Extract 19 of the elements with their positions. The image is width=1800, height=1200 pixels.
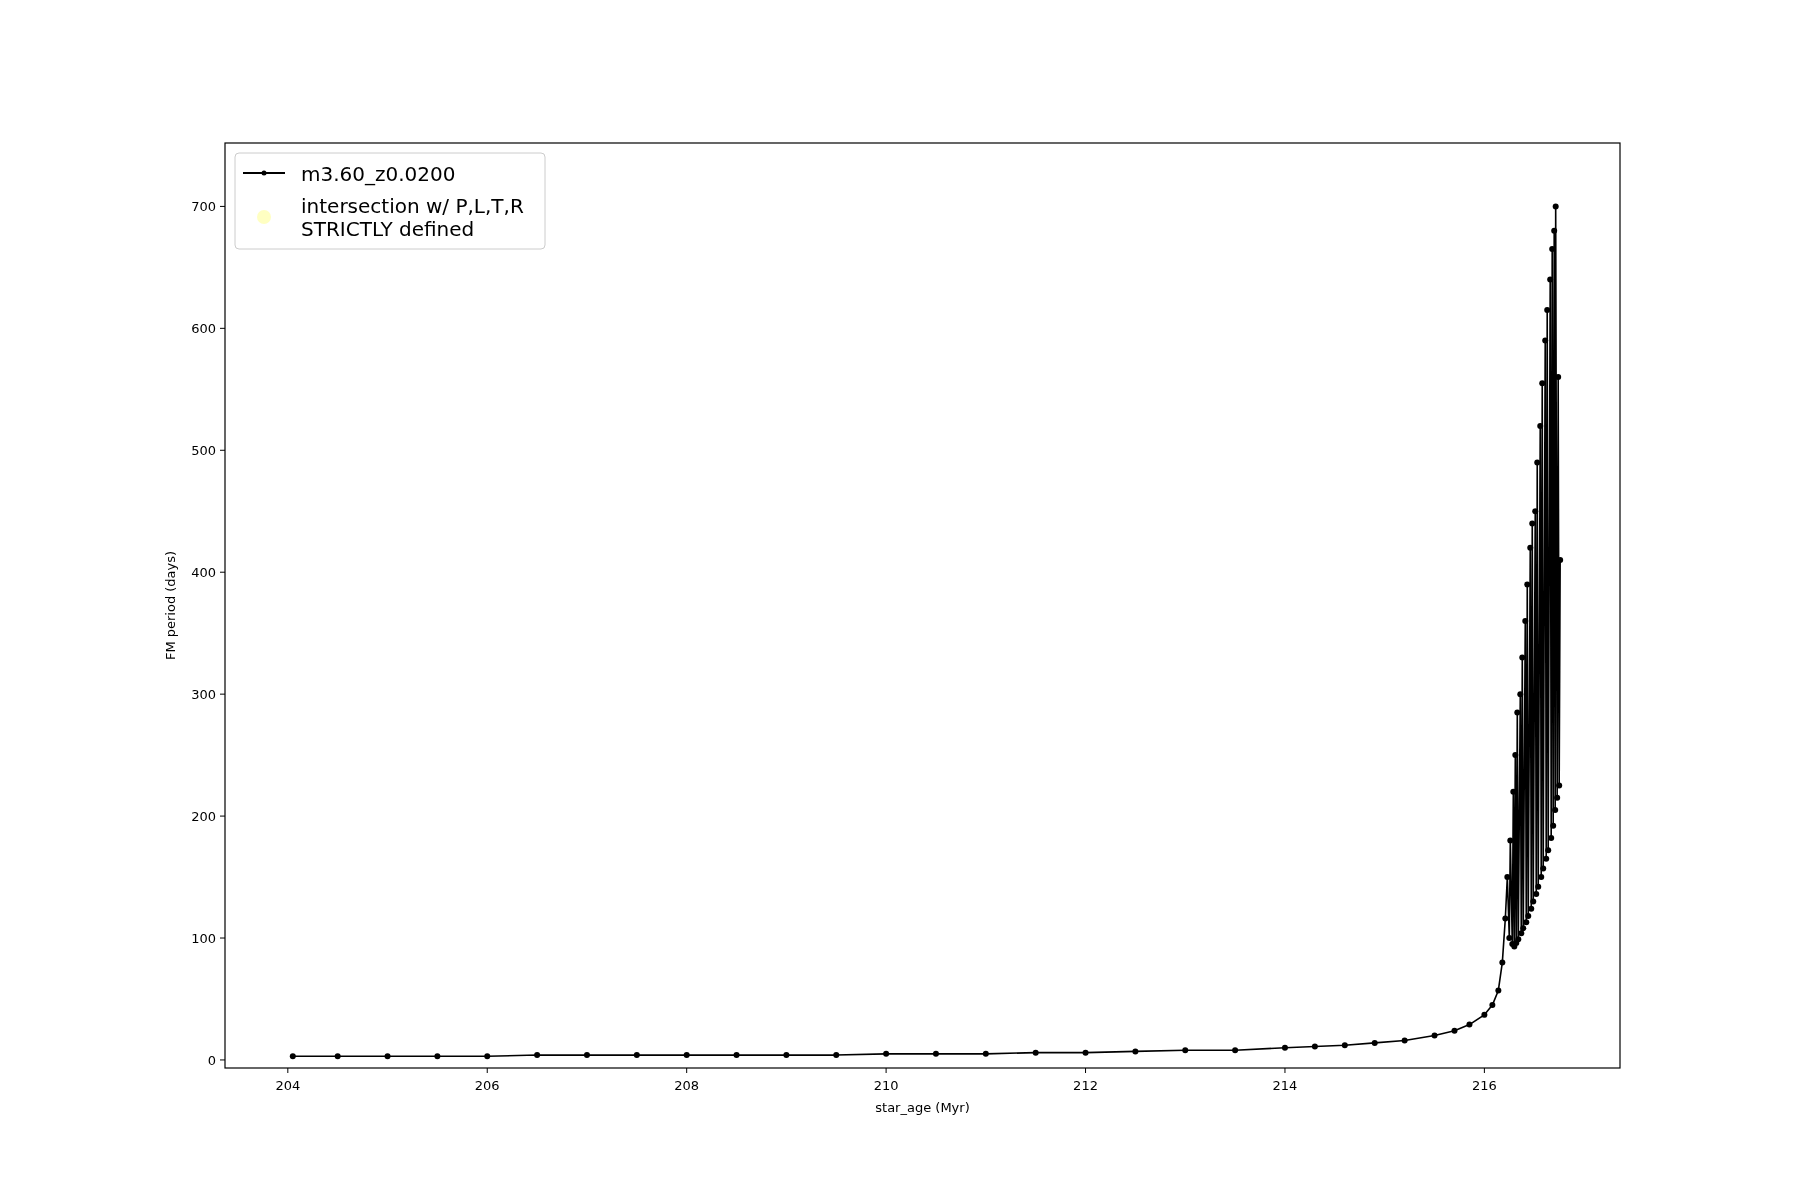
y-tick-label: 700 xyxy=(191,199,216,215)
legend-label: m3.60_z0.0200 xyxy=(301,162,456,186)
x-tick-label: 204 xyxy=(275,1078,301,1093)
y-tick-label: 100 xyxy=(191,931,216,947)
x-tick-label: 214 xyxy=(1272,1078,1298,1093)
y-tick-label: 600 xyxy=(191,321,216,337)
legend-label: intersection w/ P,L,T,R STRICTLY defined xyxy=(301,194,524,241)
x-tick-label: 216 xyxy=(1471,1078,1497,1093)
x-tick-label: 208 xyxy=(674,1078,700,1093)
y-tick-label: 300 xyxy=(191,687,216,703)
y-tick-label: 500 xyxy=(191,443,216,459)
x-tick-label: 210 xyxy=(873,1078,899,1093)
x-axis-title: star_age (Myr) xyxy=(875,1100,970,1115)
y-tick-label: 200 xyxy=(191,809,216,825)
y-tick-label: 400 xyxy=(191,565,216,581)
x-tick-label: 206 xyxy=(474,1078,500,1093)
x-tick-label: 212 xyxy=(1073,1078,1098,1093)
y-tick-label: 0 xyxy=(207,1052,216,1068)
y-axis-title: FM period (days) xyxy=(163,550,178,661)
